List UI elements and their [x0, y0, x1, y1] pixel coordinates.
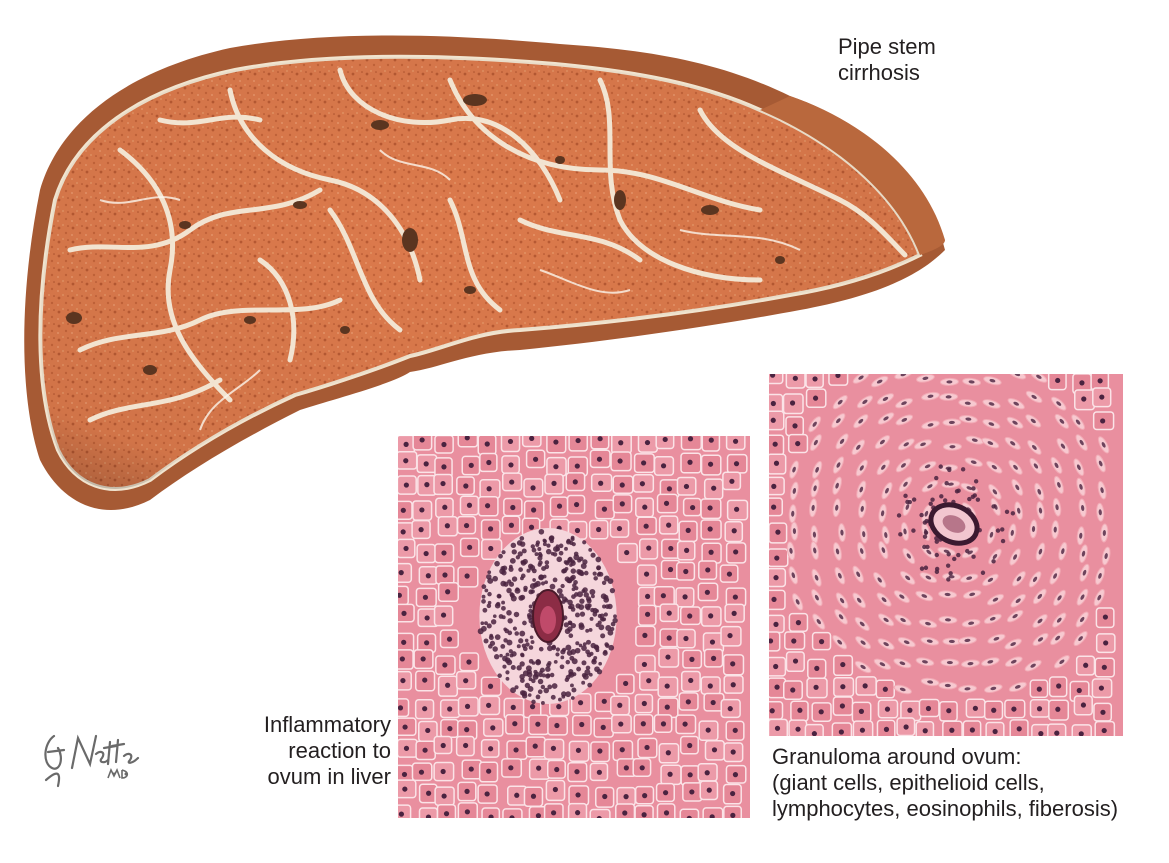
inflammatory-reaction-label: Inflammatory reaction to ovum in liver	[264, 712, 391, 790]
granuloma-histology-panel	[769, 374, 1123, 736]
inflammatory-reaction-histology-panel	[398, 436, 750, 818]
pipe-stem-cirrhosis-label: Pipe stem cirrhosis	[838, 34, 936, 86]
inflammatory-label-line-1: Inflammatory	[263, 712, 391, 737]
netter-signature	[44, 734, 140, 788]
granuloma-label-line-3: lymphocytes, eosinophils, fiberosis)	[772, 796, 1119, 821]
inflammatory-label-line-3: ovum in liver	[267, 764, 391, 789]
granuloma-label: Granuloma around ovum: (giant cells, epi…	[772, 744, 1118, 822]
granuloma-label-line-2: (giant cells, epithelioid cells,	[772, 770, 1045, 795]
granuloma-label-line-1: Granuloma around ovum:	[772, 744, 1022, 769]
pipe-stem-label-line-1: Pipe stem	[838, 34, 936, 59]
pipe-stem-label-line-2: cirrhosis	[838, 60, 920, 85]
inflammatory-label-line-2: reaction to	[288, 738, 391, 763]
liver-specimen-illustration	[24, 35, 945, 511]
